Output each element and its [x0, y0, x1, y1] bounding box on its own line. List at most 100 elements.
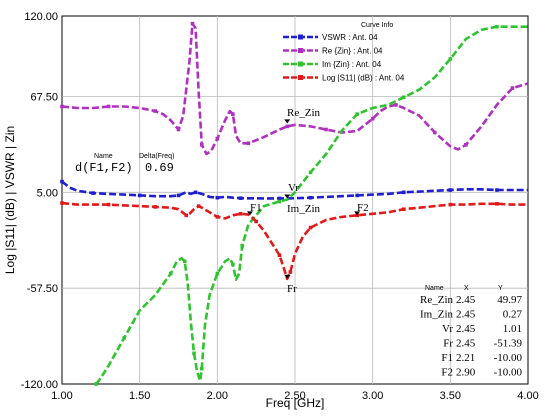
table-header-name: Name [425, 285, 444, 292]
data-point [308, 195, 313, 200]
data-point [433, 130, 437, 135]
data-point [215, 215, 220, 219]
data-point [285, 124, 290, 129]
data-point [231, 262, 235, 267]
table-cell-x: 2.90 [456, 367, 476, 379]
y-axis-ticks: 120.00 67.50 5.00 -57.50 -120.00 [21, 11, 58, 391]
data-point [401, 95, 406, 100]
table-cell-name: F2 [441, 367, 453, 379]
table-cell-x: 2.45 [456, 309, 476, 321]
data-point [448, 188, 453, 192]
data-point [464, 143, 468, 147]
data-point [355, 112, 359, 116]
marker-fr-label: Fr [287, 283, 297, 295]
y-axis-label: Log |S11| (dB) | VSWR | Zin [3, 126, 17, 274]
legend-title: Curve Info [361, 22, 393, 29]
legend-entry-label: Re {Zin} : Ant. 04 [322, 47, 383, 56]
table-cell-name: F1 [441, 352, 453, 364]
marker-triangle [284, 119, 291, 124]
data-point [308, 170, 313, 175]
legend-entries: VSWR : Ant. 04 Re {Zin} : Ant. 04 Im {Zin}… [283, 33, 405, 83]
table-cell-name: Fr [443, 338, 453, 350]
marker-im-zin-label: Im_Zin [287, 203, 320, 215]
data-point [231, 112, 235, 116]
table-cell-name: Vr [442, 323, 453, 335]
legend-marker [298, 61, 303, 67]
table-cell-y: -10.00 [494, 352, 523, 364]
data-point [394, 103, 398, 107]
x-tick-label: 4.00 [517, 390, 538, 402]
data-point [277, 196, 282, 201]
data-point [495, 24, 499, 29]
data-point [215, 271, 220, 276]
table-cell-x: 2.21 [456, 352, 475, 364]
data-point [495, 188, 499, 192]
table-cell-y: -51.39 [494, 338, 523, 350]
data-point [401, 190, 406, 195]
series-line-0 [61, 180, 528, 200]
data-point [401, 207, 406, 211]
x-tick-label: 2.00 [207, 390, 228, 402]
legend-marker [298, 34, 303, 40]
series-line-2 [95, 25, 528, 385]
delta-name: d(F1,F2) [75, 161, 133, 175]
table-cell-y: 49.97 [497, 294, 522, 306]
series-line-3 [61, 201, 528, 281]
data-point [137, 193, 142, 198]
data-point [355, 193, 359, 198]
legend-entry-label: Log |S11| (dB) : Ant. 04 [322, 74, 405, 83]
data-point [288, 270, 293, 274]
marker-triangle [284, 274, 291, 279]
data-point [176, 127, 181, 132]
data-point [176, 193, 181, 198]
table-cell-x: 2.45 [456, 294, 476, 306]
table-cell-y: 0.27 [503, 309, 523, 321]
data-point [370, 116, 375, 121]
legend-entry-label: Im {Zin} : Ant. 04 [322, 60, 382, 69]
legend-marker [298, 48, 303, 53]
data-point [277, 253, 282, 257]
legend-marker [298, 75, 303, 80]
series-line-1 [61, 22, 529, 156]
grid [62, 16, 528, 384]
data-point [277, 199, 282, 204]
data-point [106, 202, 111, 207]
data-point [94, 382, 98, 386]
x-tick-label: 2.50 [284, 390, 305, 402]
marker-triangle [284, 194, 291, 199]
data-point [196, 204, 201, 208]
table-cell-y: -10.00 [494, 367, 523, 379]
data-point [238, 212, 243, 216]
data-point [448, 57, 453, 61]
data-point [60, 104, 64, 109]
table-cell-name: Im_Zin [420, 309, 453, 321]
x-axis-ticks: 1.00 1.50 2.00 2.50 3.00 3.50 4.00 [51, 390, 538, 402]
data-point [153, 109, 157, 113]
data-point [184, 213, 189, 218]
data-point [182, 259, 187, 264]
data-point [240, 244, 244, 248]
marker-f2-label: F2 [357, 202, 369, 214]
data-point [238, 196, 243, 200]
data-point [324, 127, 328, 132]
data-point [510, 86, 515, 90]
marker-f1-label: F1 [250, 202, 262, 214]
data-point [254, 219, 258, 224]
x-tick-label: 1.50 [129, 390, 150, 402]
data-point [60, 179, 64, 184]
x-tick-label: 3.00 [362, 390, 383, 402]
data-point [448, 202, 453, 207]
marker-triangle [354, 211, 361, 216]
data-point [200, 366, 204, 371]
legend-entry-label: VSWR : Ant. 04 [322, 33, 378, 42]
table-header-x: X [464, 285, 469, 292]
data-point [91, 191, 95, 195]
table-header-y: Y [498, 285, 503, 292]
table-cell-x: 2.45 [456, 323, 476, 335]
table-cell-y: 1.01 [503, 323, 522, 335]
x-axis-label: Freq [GHz] [266, 396, 325, 410]
marker-triangle [246, 211, 253, 216]
data-point [153, 205, 157, 209]
data-point [215, 195, 220, 200]
